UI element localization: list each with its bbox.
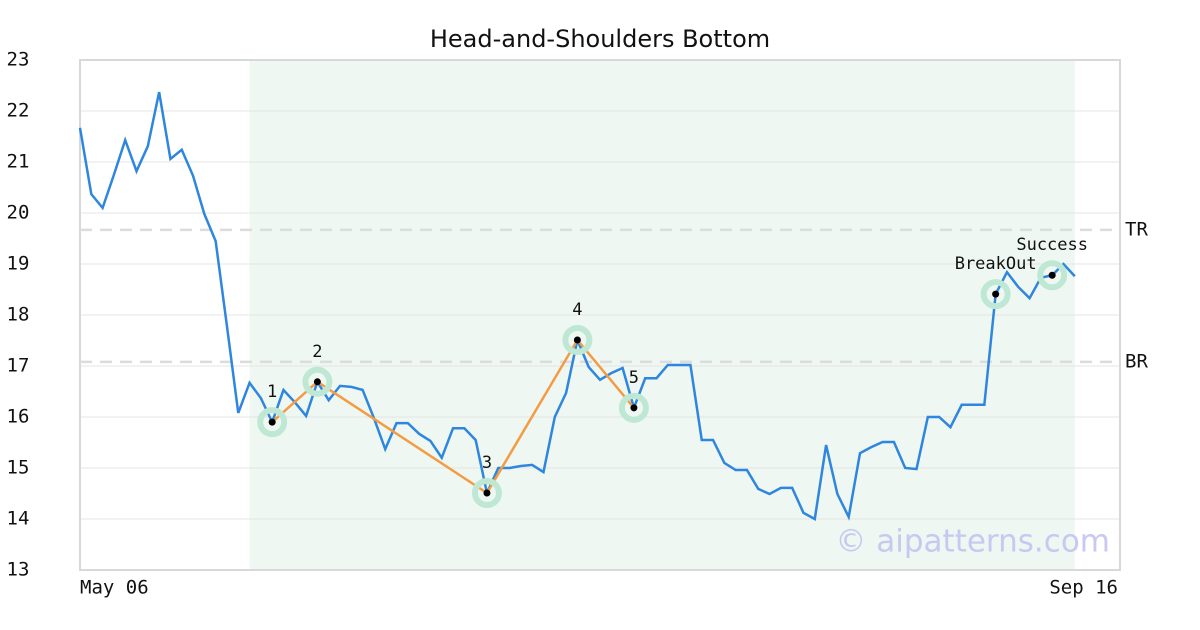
plot-frame — [79, 59, 1121, 571]
pattern-label: 5 — [629, 368, 639, 388]
chart-title: Head-and-Shoulders Bottom — [430, 25, 770, 53]
signal-point-halo — [1037, 260, 1068, 291]
pattern-point-halo — [302, 366, 333, 397]
level-label: BR — [1125, 350, 1148, 372]
pattern-point-halo — [618, 392, 649, 423]
x-tick-label: May 06 — [80, 577, 149, 599]
y-tick-label: 21 — [7, 151, 30, 173]
pattern-label: 2 — [312, 342, 322, 362]
x-tick-label: Sep 16 — [1049, 577, 1118, 599]
y-tick-label: 20 — [7, 202, 30, 224]
pattern-point — [630, 404, 638, 412]
level-label: TR — [1125, 218, 1148, 240]
pattern-point-halo — [471, 477, 502, 508]
pattern-point — [313, 378, 321, 386]
y-tick-label: 14 — [7, 508, 30, 530]
y-tick-label: 15 — [7, 457, 30, 479]
pattern-point — [483, 489, 491, 497]
y-tick-label: 22 — [7, 100, 30, 122]
signal-point-halo — [980, 279, 1011, 310]
y-tick-label: 18 — [7, 304, 30, 326]
y-tick-label: 19 — [7, 253, 30, 275]
y-tick-label: 17 — [7, 355, 30, 377]
signal-point — [1048, 271, 1056, 279]
watermark: © aipatterns.com — [835, 524, 1110, 560]
signal-label: BreakOut — [955, 254, 1037, 274]
signal-label: Success — [1016, 235, 1088, 255]
signal-point — [992, 290, 1000, 298]
pattern-point — [268, 418, 276, 426]
pattern-label: 3 — [482, 453, 492, 473]
y-tick-label: 23 — [7, 49, 30, 71]
pattern-point-halo — [257, 407, 288, 438]
pattern-point — [573, 336, 581, 344]
pattern-label: 4 — [572, 300, 582, 320]
y-tick-label: 16 — [7, 406, 30, 428]
pattern-point-halo — [562, 324, 593, 355]
y-tick-label: 13 — [7, 559, 30, 581]
pattern-label: 1 — [267, 382, 277, 402]
